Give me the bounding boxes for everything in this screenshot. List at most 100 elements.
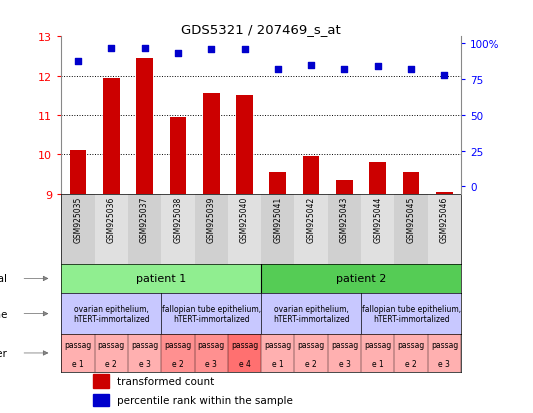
Text: GSM925039: GSM925039: [207, 196, 216, 242]
Text: GSM925043: GSM925043: [340, 196, 349, 242]
Bar: [403, 173, 419, 194]
Text: e 2: e 2: [305, 359, 317, 368]
Bar: [195, 335, 228, 372]
Text: e 3: e 3: [139, 359, 150, 368]
Bar: [427, 335, 461, 372]
Text: patient 1: patient 1: [136, 274, 187, 284]
Bar: [169, 118, 186, 194]
Bar: [261, 194, 294, 264]
Text: fallopian tube epithelium,
hTERT-immortalized: fallopian tube epithelium, hTERT-immorta…: [361, 304, 461, 323]
Bar: [261, 264, 461, 293]
Text: passag: passag: [164, 340, 191, 349]
Text: passag: passag: [364, 340, 391, 349]
Bar: [394, 335, 427, 372]
Text: ovarian epithelium,
hTERT-immortalized: ovarian epithelium, hTERT-immortalized: [73, 304, 150, 323]
Text: GSM925041: GSM925041: [273, 196, 282, 242]
Bar: [361, 293, 461, 335]
Text: passag: passag: [231, 340, 258, 349]
Text: GSM925037: GSM925037: [140, 196, 149, 242]
Text: patient 2: patient 2: [336, 274, 386, 284]
Text: passag: passag: [398, 340, 425, 349]
Bar: [161, 194, 195, 264]
Text: e 3: e 3: [338, 359, 350, 368]
Bar: [294, 194, 328, 264]
Text: cell line: cell line: [0, 309, 7, 319]
Point: [107, 45, 116, 52]
Bar: [228, 194, 261, 264]
Bar: [128, 335, 161, 372]
Point: [240, 47, 249, 53]
Bar: [369, 163, 386, 194]
Point: [273, 66, 282, 73]
Bar: [161, 335, 195, 372]
Bar: [436, 192, 453, 194]
Text: passag: passag: [64, 340, 92, 349]
Bar: [61, 335, 95, 372]
Bar: [70, 151, 86, 194]
Bar: [270, 173, 286, 194]
Text: transformed count: transformed count: [117, 376, 214, 386]
Bar: [228, 335, 261, 372]
Bar: [103, 78, 119, 194]
Bar: [61, 194, 95, 264]
Bar: [427, 194, 461, 264]
Point: [74, 58, 82, 65]
Bar: [195, 194, 228, 264]
Text: e 1: e 1: [272, 359, 284, 368]
Text: GSM925038: GSM925038: [173, 196, 182, 242]
Text: passag: passag: [98, 340, 125, 349]
Text: e 1: e 1: [372, 359, 384, 368]
Text: GSM925036: GSM925036: [107, 196, 116, 242]
Text: e 2: e 2: [106, 359, 117, 368]
Text: GSM925046: GSM925046: [440, 196, 449, 242]
Point: [440, 72, 449, 79]
Text: GSM925035: GSM925035: [74, 196, 83, 242]
Point: [307, 62, 316, 69]
Text: e 3: e 3: [439, 359, 450, 368]
Bar: [361, 335, 394, 372]
Point: [407, 66, 415, 73]
Text: individual: individual: [0, 274, 7, 284]
Bar: [294, 335, 328, 372]
Bar: [136, 59, 153, 194]
Point: [374, 64, 382, 71]
Point: [340, 66, 349, 73]
Bar: [128, 194, 161, 264]
Text: other: other: [0, 348, 7, 358]
Text: percentile rank within the sample: percentile rank within the sample: [117, 395, 293, 405]
Bar: [95, 194, 128, 264]
Text: e 3: e 3: [205, 359, 217, 368]
Text: e 4: e 4: [239, 359, 251, 368]
Bar: [261, 335, 294, 372]
Bar: [93, 394, 109, 406]
Text: ovarian epithelium,
hTERT-immortalized: ovarian epithelium, hTERT-immortalized: [273, 304, 350, 323]
Text: GSM925044: GSM925044: [373, 196, 382, 242]
Bar: [361, 194, 394, 264]
Text: passag: passag: [131, 340, 158, 349]
Bar: [303, 157, 319, 194]
Bar: [161, 293, 261, 335]
Bar: [336, 180, 353, 194]
Point: [174, 51, 182, 57]
Bar: [328, 335, 361, 372]
Bar: [61, 264, 261, 293]
Text: e 1: e 1: [72, 359, 84, 368]
Bar: [61, 293, 161, 335]
Bar: [236, 96, 253, 194]
Bar: [203, 94, 220, 194]
Point: [207, 47, 215, 53]
Text: GSM925042: GSM925042: [306, 196, 316, 242]
Text: e 2: e 2: [172, 359, 184, 368]
Text: passag: passag: [264, 340, 292, 349]
Bar: [95, 335, 128, 372]
Bar: [261, 293, 361, 335]
Text: GSM925040: GSM925040: [240, 196, 249, 242]
Text: passag: passag: [297, 340, 325, 349]
Point: [140, 45, 149, 52]
Text: e 2: e 2: [405, 359, 417, 368]
Text: passag: passag: [198, 340, 225, 349]
Bar: [394, 194, 427, 264]
Text: GSM925045: GSM925045: [407, 196, 416, 242]
Text: passag: passag: [331, 340, 358, 349]
Bar: [93, 374, 109, 388]
